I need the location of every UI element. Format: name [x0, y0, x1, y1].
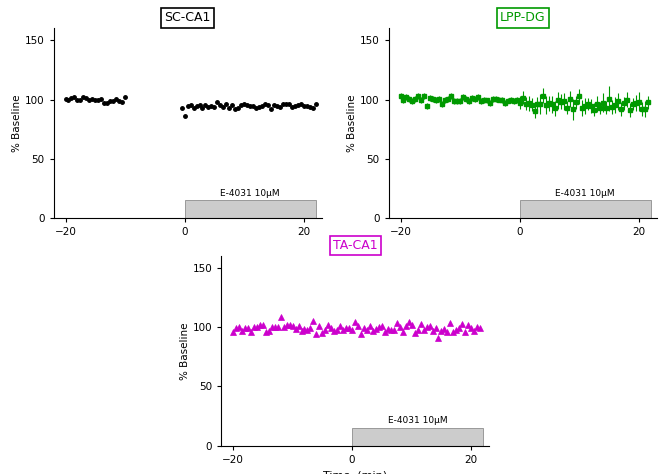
Y-axis label: % Baseline: % Baseline	[12, 94, 22, 152]
Text: E-4031 10μM: E-4031 10μM	[220, 189, 280, 198]
Y-axis label: % Baseline: % Baseline	[347, 94, 357, 152]
X-axis label: Time  (min): Time (min)	[323, 470, 387, 474]
Bar	[520, 200, 651, 218]
Title: SC-CA1: SC-CA1	[164, 11, 211, 25]
Title: LPP-DG: LPP-DG	[500, 11, 545, 25]
Text: E-4031 10μM: E-4031 10μM	[388, 417, 448, 426]
Bar	[185, 200, 316, 218]
Title: TA-CA1: TA-CA1	[333, 239, 377, 252]
Y-axis label: % Baseline: % Baseline	[180, 322, 190, 380]
Bar	[352, 428, 483, 446]
Text: E-4031 10μM: E-4031 10μM	[555, 189, 615, 198]
